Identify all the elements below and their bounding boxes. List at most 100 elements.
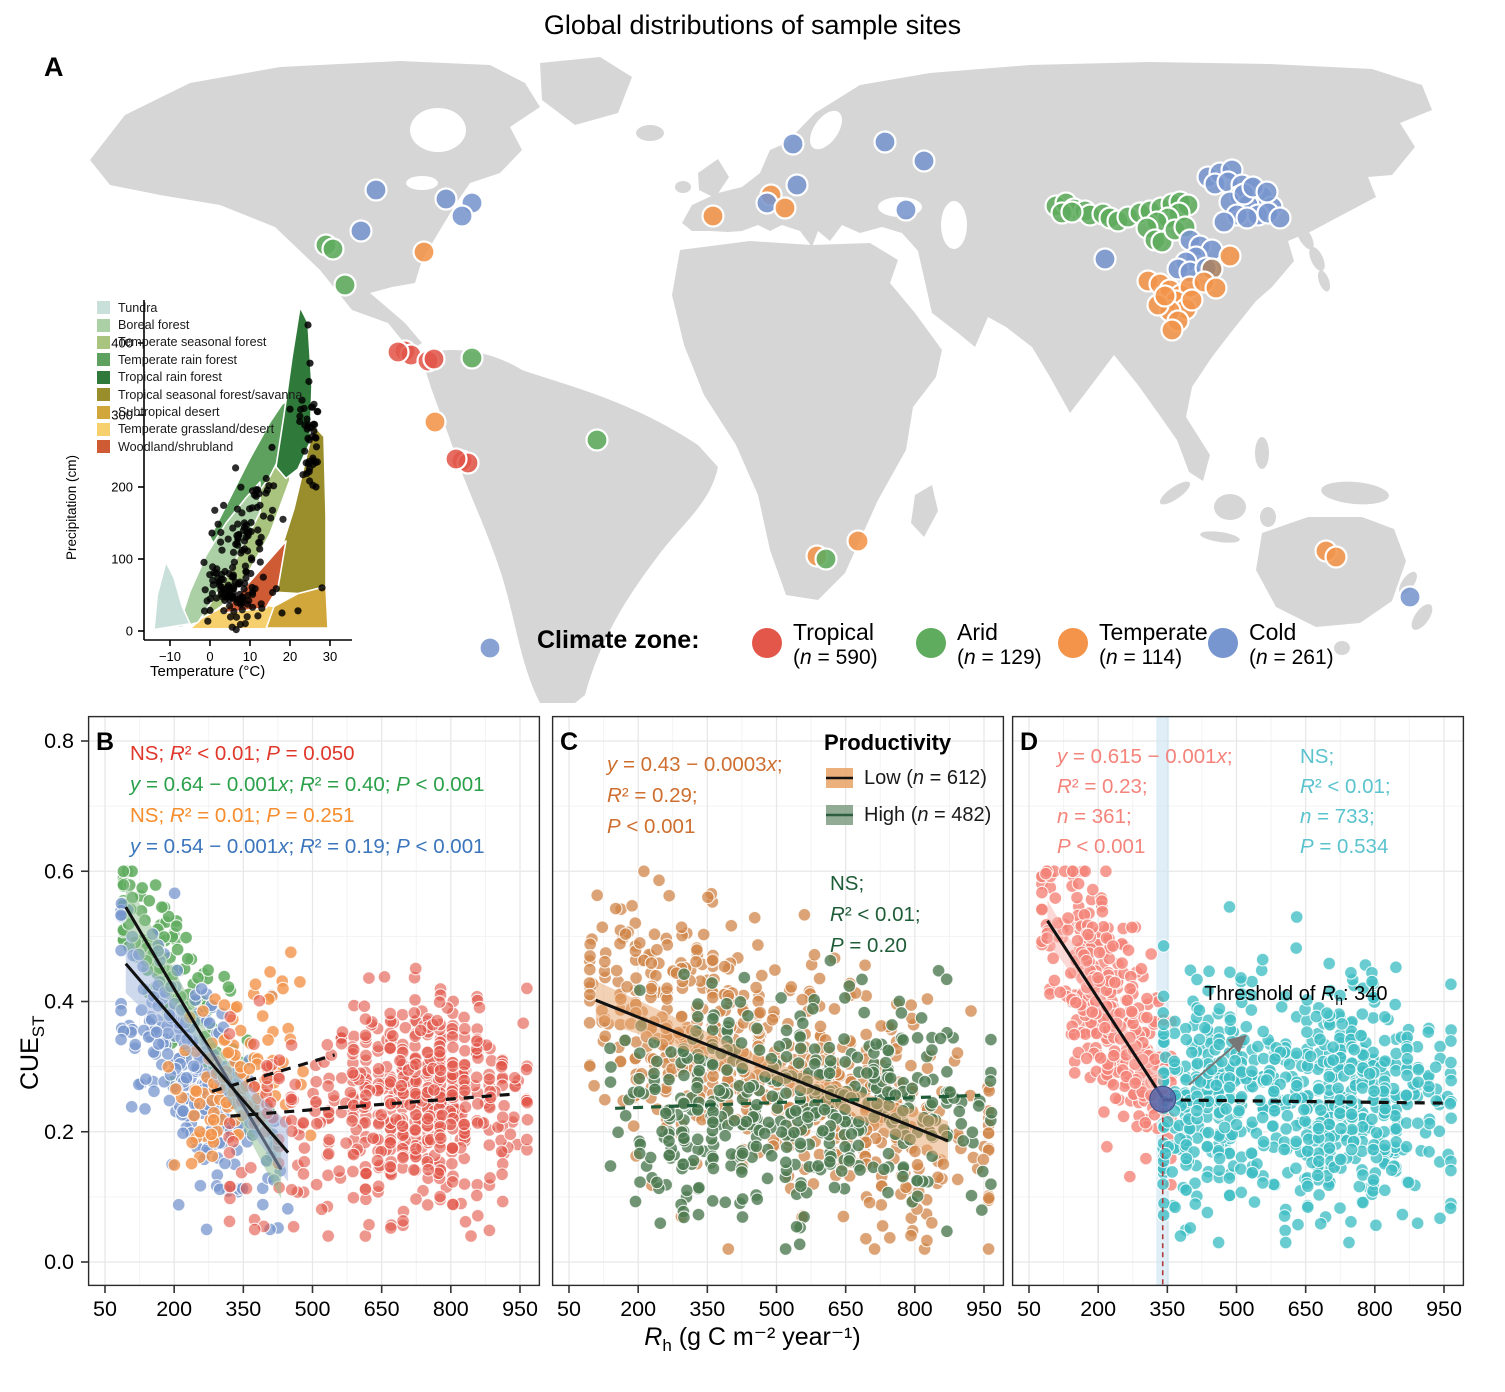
regression-lines	[1046, 899, 1445, 1119]
svg-text:650: 650	[1288, 1297, 1324, 1321]
biome-swatch	[97, 405, 110, 419]
climate-dot-icon	[1058, 628, 1088, 658]
stats-line: P = 0.20	[830, 934, 907, 957]
biome-label: Tundra	[118, 300, 158, 315]
biome-swatch	[97, 370, 110, 384]
panel-border	[87, 715, 541, 1287]
svg-text:950: 950	[1426, 1297, 1462, 1321]
x-axis-ticks: 50 200 350 500 650 800 950	[557, 1286, 1002, 1321]
biome-swatch	[97, 301, 110, 315]
svg-text:500: 500	[295, 1297, 331, 1321]
climate-legend-title: Climate zone:	[537, 626, 700, 654]
sample-site-dots	[314, 130, 1422, 660]
svg-text:400: 400	[111, 336, 133, 351]
svg-text:−10: −10	[159, 649, 181, 664]
biome-swatch	[97, 422, 110, 436]
svg-text:0.2: 0.2	[44, 1120, 74, 1144]
panel-letter: D	[1020, 728, 1038, 756]
biome-label: Boreal forest	[118, 318, 190, 333]
biome-swatch	[97, 440, 110, 454]
panel-d-scatter: Threshold of Rh​: 340 50 200 350 500 650 800 95…	[1011, 715, 1465, 1321]
biome-legend-item: Temperate seasonal forest	[97, 334, 302, 351]
biome-legend: Tundra Boreal forest Temperate seasonal fo…	[97, 299, 302, 456]
svg-text:20: 20	[283, 649, 297, 664]
biome-swatch	[97, 318, 110, 332]
biome-legend-item: Temperate rain forest	[97, 351, 302, 368]
panel-border	[551, 715, 1005, 1287]
svg-text:10: 10	[243, 649, 257, 664]
svg-text:800: 800	[897, 1297, 933, 1321]
stats-line: R² < 0.01;	[830, 903, 921, 926]
climate-n: (n = 261)	[1249, 646, 1334, 669]
svg-text:0.0: 0.0	[44, 1250, 74, 1274]
climate-legend-item-cold: Cold (n = 261)	[1208, 618, 1334, 670]
climate-dot-icon	[752, 628, 782, 658]
inset-x-axis-label: Temperature (°C)	[150, 663, 266, 680]
stats-line: NS;	[830, 872, 864, 895]
climate-dot-icon	[1208, 628, 1238, 658]
stats-line: y = 0.43 − 0.0003x;	[605, 753, 783, 776]
points-above-threshold	[1156, 900, 1459, 1250]
svg-text:50: 50	[1017, 1297, 1041, 1321]
productivity-legend-title: Productivity	[824, 730, 952, 755]
legend-item-label: High (n = 482)	[864, 804, 991, 826]
biome-swatch	[97, 335, 110, 349]
svg-text:350: 350	[225, 1297, 261, 1321]
biome-legend-item: Tropical seasonal forest/savanna	[97, 386, 302, 403]
stats-line: P < 0.001	[1057, 835, 1145, 858]
svg-text:800: 800	[433, 1297, 469, 1321]
svg-text:200: 200	[156, 1297, 192, 1321]
threshold-annotation: Threshold of Rh​: 340	[1204, 983, 1387, 1008]
stats-line: y = 0.54 − 0.001x; R² = 0.19; P < 0.001	[128, 835, 485, 858]
svg-text:200: 200	[111, 480, 133, 495]
inset-y-axis-label: Precipitation (cm)	[64, 454, 79, 560]
stats-line: R² < 0.01;	[1300, 775, 1391, 798]
svg-text:0.4: 0.4	[44, 990, 74, 1014]
svg-text:0.6: 0.6	[44, 859, 74, 883]
y-axis-ticks: 0.0 0.2 0.4 0.6 0.8	[44, 729, 88, 1274]
threshold-arrow	[1188, 1034, 1247, 1086]
x-axis-ticks: 50 200 350 500 650 800 950	[1017, 1286, 1462, 1321]
stats-line: n = 733;	[1300, 805, 1375, 828]
biome-label: Tropical rain forest	[118, 370, 222, 385]
stats-line: NS; R² < 0.01; P = 0.050	[130, 742, 355, 765]
regression-lines	[595, 980, 981, 1161]
climate-label: Cold	[1249, 619, 1297, 645]
biome-swatch	[97, 353, 110, 367]
stats-line: y = 0.64 − 0.001x; R² = 0.40; P < 0.001	[128, 773, 485, 796]
svg-text:0: 0	[126, 624, 133, 639]
svg-text:350: 350	[689, 1297, 725, 1321]
stats-line: NS;	[1300, 745, 1334, 768]
svg-text:200: 200	[620, 1297, 656, 1321]
svg-text:350: 350	[1149, 1297, 1185, 1321]
svg-text:650: 650	[828, 1297, 864, 1321]
svg-text:100: 100	[111, 552, 133, 567]
svg-text:0.8: 0.8	[44, 729, 74, 753]
biome-label: Temperate grassland/desert	[118, 422, 275, 437]
svg-text:950: 950	[502, 1297, 538, 1321]
svg-text:500: 500	[759, 1297, 795, 1321]
svg-text:30: 30	[323, 649, 337, 664]
climate-label: Arid	[957, 619, 998, 645]
x-axis-label: Rh (g C m⁻² year⁻¹)	[644, 1323, 861, 1355]
climate-label: Tropical	[793, 619, 874, 645]
stats-line: y = 0.615 − 0.001x;	[1055, 745, 1233, 768]
biome-inset-chart: 0 100 200 300 400 −10 0 10 20 30	[111, 300, 352, 664]
climate-legend-item-temperate: Temperate (n = 114)	[1058, 618, 1208, 670]
svg-text:500: 500	[1219, 1297, 1255, 1321]
climate-n: (n = 129)	[957, 646, 1042, 669]
climate-legend-item-tropical: Tropical (n = 590)	[752, 618, 878, 670]
climate-label: Temperate	[1099, 619, 1208, 645]
stats-line: n = 361;	[1057, 805, 1132, 828]
climate-zone-legend: Climate zone: Tropical (n = 590) Arid (n = …	[0, 612, 1505, 692]
biome-legend-item: Subtropical desert	[97, 403, 302, 420]
svg-text:650: 650	[364, 1297, 400, 1321]
panel-letter: C	[560, 728, 578, 756]
biome-label: Temperate rain forest	[118, 352, 237, 367]
legend-item-label: Low (n = 612)	[864, 767, 987, 789]
biome-label: Woodland/shrubland	[118, 439, 234, 454]
biome-legend-item: Temperate grassland/desert	[97, 421, 302, 438]
stats-line: R² = 0.29;	[607, 784, 698, 807]
biome-legend-item: Woodland/shrubland	[97, 438, 302, 455]
